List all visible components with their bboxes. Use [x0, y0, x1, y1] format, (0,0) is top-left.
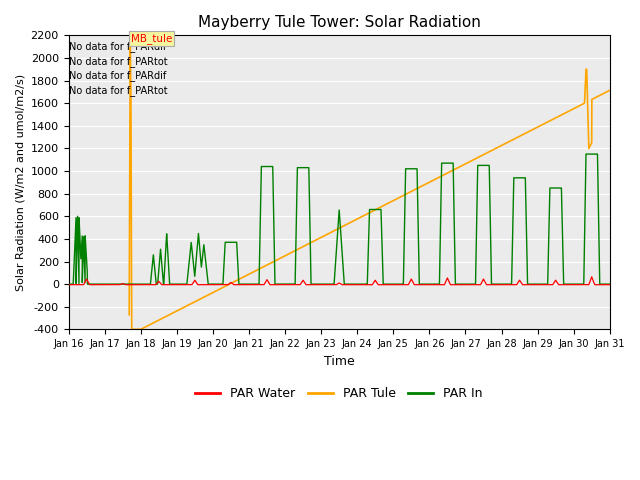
Y-axis label: Solar Radiation (W/m2 and umol/m2/s): Solar Radiation (W/m2 and umol/m2/s) [15, 74, 25, 291]
Legend: PAR Water, PAR Tule, PAR In: PAR Water, PAR Tule, PAR In [190, 383, 488, 406]
Title: Mayberry Tule Tower: Solar Radiation: Mayberry Tule Tower: Solar Radiation [198, 15, 481, 30]
Text: No data for f_PARtot: No data for f_PARtot [68, 56, 167, 67]
Text: No data for f_PARdif: No data for f_PARdif [68, 41, 166, 52]
X-axis label: Time: Time [324, 355, 355, 368]
Text: No data for f_PARtot: No data for f_PARtot [68, 85, 167, 96]
Text: No data for f_PARdif: No data for f_PARdif [68, 71, 166, 81]
Text: MB_tule: MB_tule [131, 33, 172, 44]
